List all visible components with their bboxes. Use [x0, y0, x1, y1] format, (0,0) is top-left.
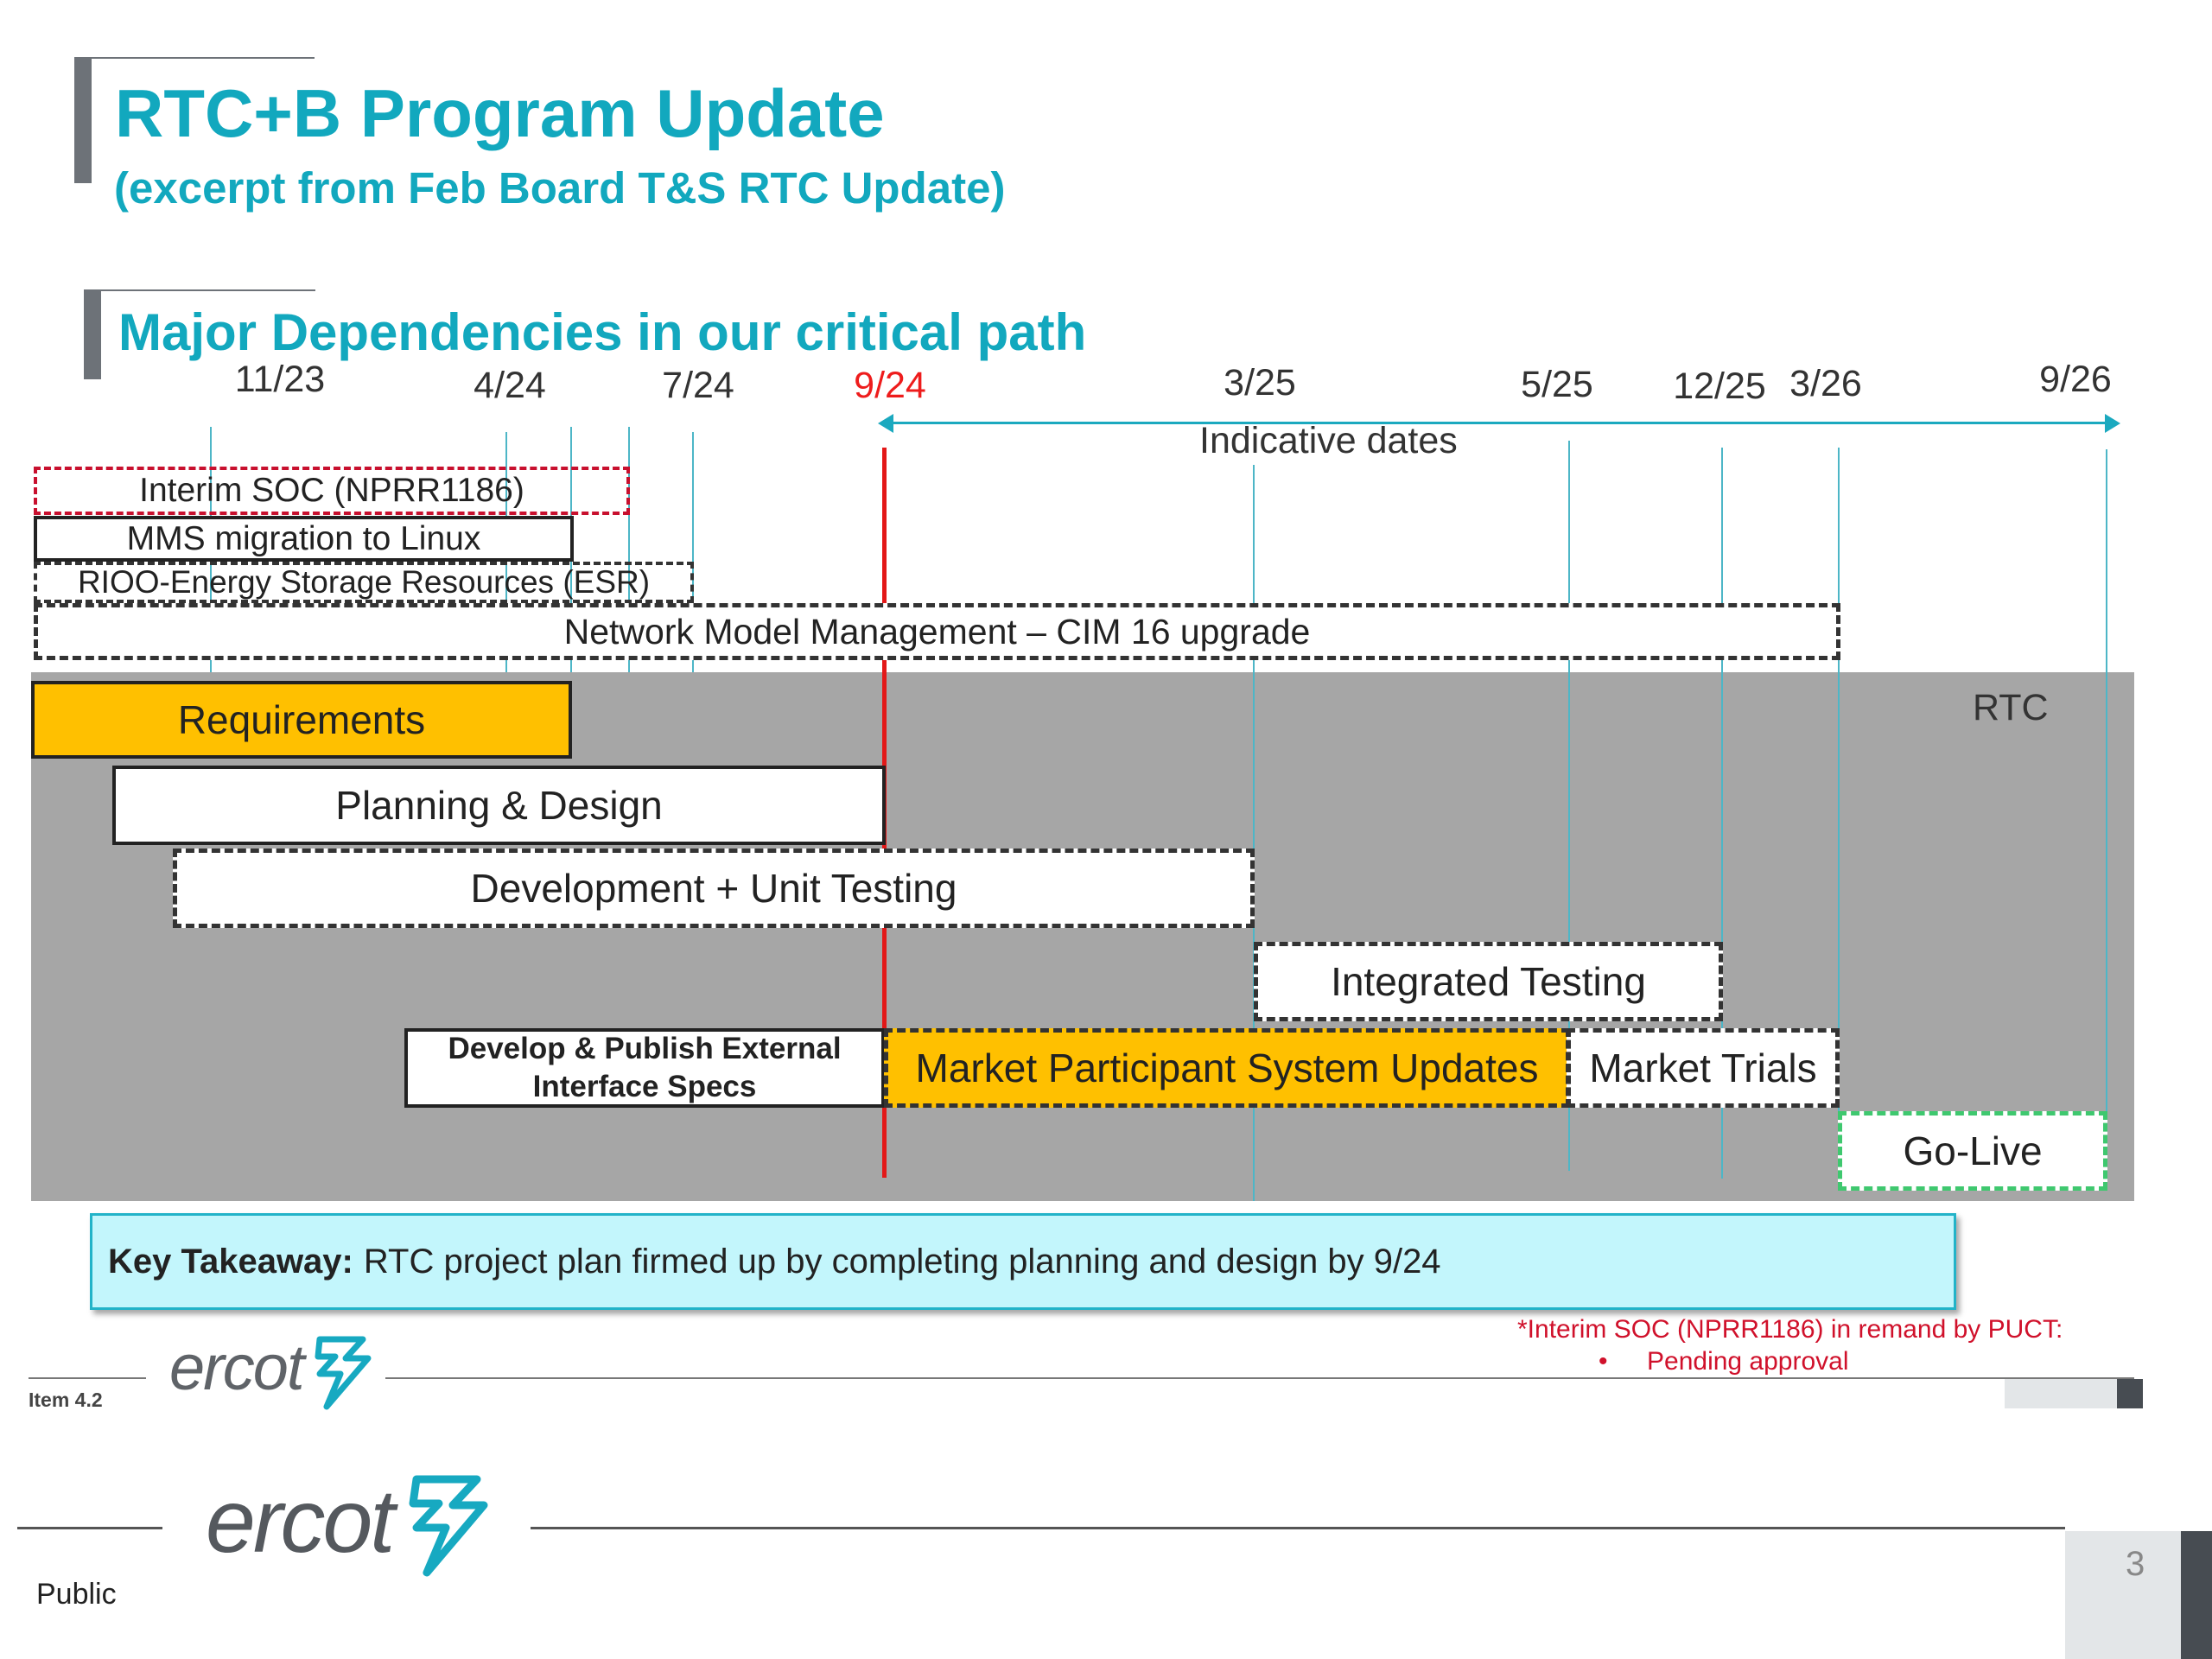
- phase-planning-design: Planning & Design: [112, 766, 886, 845]
- guide-line-4-24c: [628, 427, 630, 672]
- date-label-3-26: 3/26: [1789, 363, 1862, 404]
- title-accent-line: [74, 57, 315, 59]
- footer-line-right: [531, 1527, 2065, 1529]
- phase-market-participant-updates: Market Participant System Updates: [884, 1028, 1570, 1108]
- page-number: 3: [2126, 1545, 2145, 1583]
- phase-external-interface-specs: Develop & Publish External Interface Spe…: [404, 1028, 885, 1108]
- date-label-5-25: 5/25: [1521, 364, 1593, 405]
- date-label-12-25: 12/25: [1673, 365, 1766, 407]
- guide-line-3-26: [1838, 448, 1840, 1113]
- dependency-mms-migration: MMS migration to Linux: [34, 516, 574, 562]
- page-subtitle: (excerpt from Feb Board T&S RTC Update): [114, 163, 1006, 213]
- phase-market-trials: Market Trials: [1567, 1028, 1840, 1108]
- title-accent-bar: [74, 57, 92, 183]
- indicative-dates-label: Indicative dates: [1199, 420, 1458, 461]
- date-label-3-25: 3/25: [1224, 362, 1296, 404]
- inner-footer-line-left: [29, 1377, 146, 1379]
- key-takeaway-label: Key Takeaway:: [108, 1242, 353, 1281]
- section-accent-line: [84, 289, 315, 291]
- section-title: Major Dependencies in our critical path: [118, 303, 1087, 361]
- arrow-left-icon: [878, 414, 893, 433]
- classification-label: Public: [36, 1578, 117, 1611]
- guide-line-3-25: [1253, 465, 1255, 1201]
- ercot-bolt-icon: [315, 1336, 372, 1410]
- guide-line-5-25: [1568, 441, 1570, 1171]
- phase-integrated-testing: Integrated Testing: [1254, 942, 1723, 1021]
- page-title: RTC+B Program Update: [115, 75, 885, 151]
- date-label-9-24: 9/24: [854, 365, 926, 406]
- remand-note-status: Pending approval: [1647, 1347, 1849, 1376]
- rtc-region-label: RTC: [1973, 687, 2049, 728]
- footer-ercot-logo: ercot: [206, 1471, 395, 1572]
- date-label-7-24: 7/24: [662, 365, 734, 406]
- dependency-rioo-esr: RIOO-Energy Storage Resources (ESR): [34, 562, 694, 603]
- date-label-4-24: 4/24: [474, 365, 546, 406]
- inner-footer-line-right: [385, 1377, 2134, 1379]
- inner-page-box: [2005, 1379, 2117, 1408]
- inner-ercot-logo: ercot: [169, 1332, 305, 1403]
- inner-item-number: Item 4.2: [29, 1389, 103, 1411]
- date-label-11-23: 11/23: [234, 359, 326, 400]
- rtc-region: [31, 672, 2134, 1201]
- inner-page-strip: [2117, 1379, 2143, 1408]
- dependency-network-model: Network Model Management – CIM 16 upgrad…: [34, 603, 1840, 660]
- phase-requirements: Requirements: [31, 681, 572, 759]
- date-label-9-26: 9/26: [2039, 359, 2112, 400]
- guide-line-9-26: [2106, 449, 2107, 1115]
- guide-line-12-25: [1721, 448, 1723, 1179]
- phase-go-live: Go-Live: [1838, 1111, 2107, 1191]
- page-number-strip: [2181, 1531, 2212, 1659]
- dependency-interim-soc: Interim SOC (NPRR1186): [34, 467, 630, 515]
- section-accent-bar: [84, 289, 101, 379]
- indicative-dates-arrow: [885, 422, 2117, 424]
- phase-development-unit-testing: Development + Unit Testing: [173, 849, 1255, 928]
- page-number-box: [2065, 1531, 2181, 1659]
- arrow-right-icon: [2105, 414, 2120, 433]
- footer-line-left: [17, 1527, 162, 1529]
- remand-note: *Interim SOC (NPRR1186) in remand by PUC…: [1517, 1315, 2063, 1344]
- guide-line-7-24: [692, 432, 694, 672]
- ercot-bolt-icon: [409, 1475, 488, 1577]
- key-takeaway-text: RTC project plan firmed up by completing…: [363, 1242, 1441, 1281]
- key-takeaway-box: Key Takeaway: RTC project plan firmed up…: [90, 1213, 1956, 1310]
- remand-note-bullet: •: [1599, 1347, 1608, 1376]
